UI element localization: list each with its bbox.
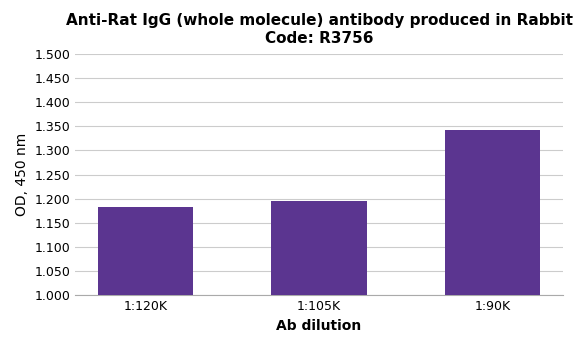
Bar: [271, 201, 367, 295]
Bar: [97, 207, 193, 295]
X-axis label: Ab dilution: Ab dilution: [277, 319, 361, 333]
Bar: [445, 130, 541, 295]
Title: Anti-Rat IgG (whole molecule) antibody produced in Rabbit
Code: R3756: Anti-Rat IgG (whole molecule) antibody p…: [66, 13, 572, 46]
Y-axis label: OD, 450 nm: OD, 450 nm: [15, 133, 29, 216]
